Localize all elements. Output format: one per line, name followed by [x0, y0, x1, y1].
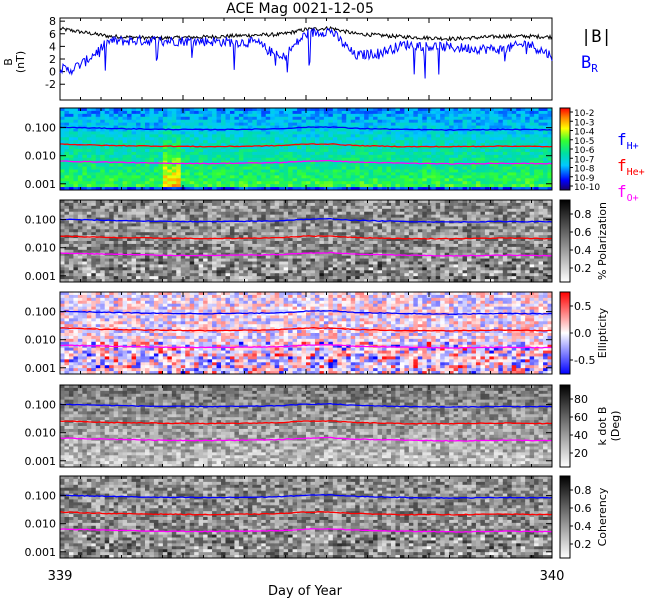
colorbar-tick-label: -0.5	[574, 354, 595, 367]
coherency-panel: 0.100 0.010 0.001 0.8 0.6 0.4 0.2 Coherency	[25, 476, 610, 559]
colorbar	[560, 108, 570, 190]
y-axis-unit: (nT)	[14, 51, 27, 73]
y-tick-label: 0.010	[25, 242, 57, 255]
x-tick-label: 340	[540, 569, 565, 584]
legend-f-o: fO+	[617, 182, 639, 204]
y-tick-label: 0.001	[25, 270, 57, 283]
colorbar	[560, 385, 570, 467]
k-dot-b-panel: 0.100 0.010 0.001 80 60 40 20 k dot B (Deg)	[25, 385, 623, 468]
legend-f-he: fHe+	[617, 156, 645, 178]
y-tick-label: 0	[49, 66, 56, 79]
heatmap-cells	[60, 385, 552, 467]
y-tick-label: 0.010	[25, 518, 57, 531]
legend-subscript: O+	[627, 193, 639, 204]
b-total-line	[60, 27, 552, 41]
colorbar-label: Ellipticity	[596, 307, 609, 358]
colorbar-label: k dot B	[596, 407, 609, 446]
y-tick-label: 6	[49, 28, 56, 41]
colorbar	[560, 200, 570, 282]
legend-subscript: He+	[627, 167, 645, 178]
colorbar-tick-label: 0.0	[574, 327, 592, 340]
y-tick-label: 0.001	[25, 362, 57, 375]
legend-f-h: fH+	[617, 130, 639, 152]
colorbar	[560, 292, 570, 374]
legend-subscript: H+	[627, 141, 639, 152]
y-tick-label: 0.001	[25, 178, 57, 191]
y-tick-label: 0.100	[25, 122, 57, 135]
heatmap-cells	[60, 292, 552, 374]
colorbar-tick-label: 0.4	[574, 520, 592, 533]
y-tick-label: 2	[49, 53, 56, 66]
y-tick-label: 0.010	[25, 150, 57, 163]
colorbar-tick-label: 0.2	[574, 262, 592, 275]
y-tick-label: -2	[45, 78, 56, 91]
y-tick-label: 0.001	[25, 546, 57, 559]
colorbar-tick-label: 0.8	[574, 484, 592, 497]
polarization-panel: 0.100 0.010 0.001 0.8 0.6 0.4 0.2 % Polarizatio…	[25, 200, 610, 283]
colorbar-tick-label: 0.6	[574, 226, 592, 239]
y-tick-label: 0.100	[25, 306, 57, 319]
colorbar-unit: (Deg)	[609, 411, 622, 442]
legend-b-total: |B|	[581, 27, 612, 47]
colorbar-tick-label: 0.2	[574, 538, 592, 551]
colorbar-tick-label: 0.4	[574, 244, 592, 257]
colorbar-tick-label: 0.6	[574, 502, 592, 515]
chart-title: ACE Mag 0021-12-05	[226, 1, 374, 17]
colorbar-tick-label: 10-10	[574, 183, 600, 193]
y-tick-label: 0.010	[25, 427, 57, 440]
heatmap-cells	[60, 108, 552, 190]
y-tick-label: 0.100	[25, 214, 57, 227]
heatmap-cells	[60, 200, 552, 282]
power-spectrogram-panel: 0.1000.0100.00110-210-310-410-510-610-71…	[25, 108, 645, 204]
x-tick-label: 339	[48, 569, 73, 584]
legend-subscript: R	[591, 62, 598, 75]
colorbar	[560, 476, 570, 558]
plot-frame	[60, 18, 552, 100]
colorbar-label: Coherency	[596, 487, 609, 546]
colorbar-tick-label: 0.8	[574, 208, 592, 221]
colorbar-tick-label: 20	[574, 447, 588, 460]
y-tick-label: 8	[49, 15, 56, 28]
heatmap-cells	[60, 476, 552, 558]
y-tick-label: 0.010	[25, 334, 57, 347]
y-tick-label: 0.100	[25, 490, 57, 503]
colorbar-tick-label: 0.5	[574, 300, 592, 313]
colorbar-tick-label: 40	[574, 429, 588, 442]
colorbar-tick-label: 60	[574, 411, 588, 424]
y-tick-label: 0.100	[25, 399, 57, 412]
colorbar-label: % Polarization	[596, 202, 609, 280]
colorbar-tick-label: 80	[574, 393, 588, 406]
x-axis-label: Day of Year	[268, 584, 343, 599]
y-tick-label: 0.001	[25, 455, 57, 468]
y-tick-label: 4	[49, 40, 56, 53]
legend-b-r: BR	[581, 53, 598, 75]
b-r-line	[60, 29, 552, 79]
